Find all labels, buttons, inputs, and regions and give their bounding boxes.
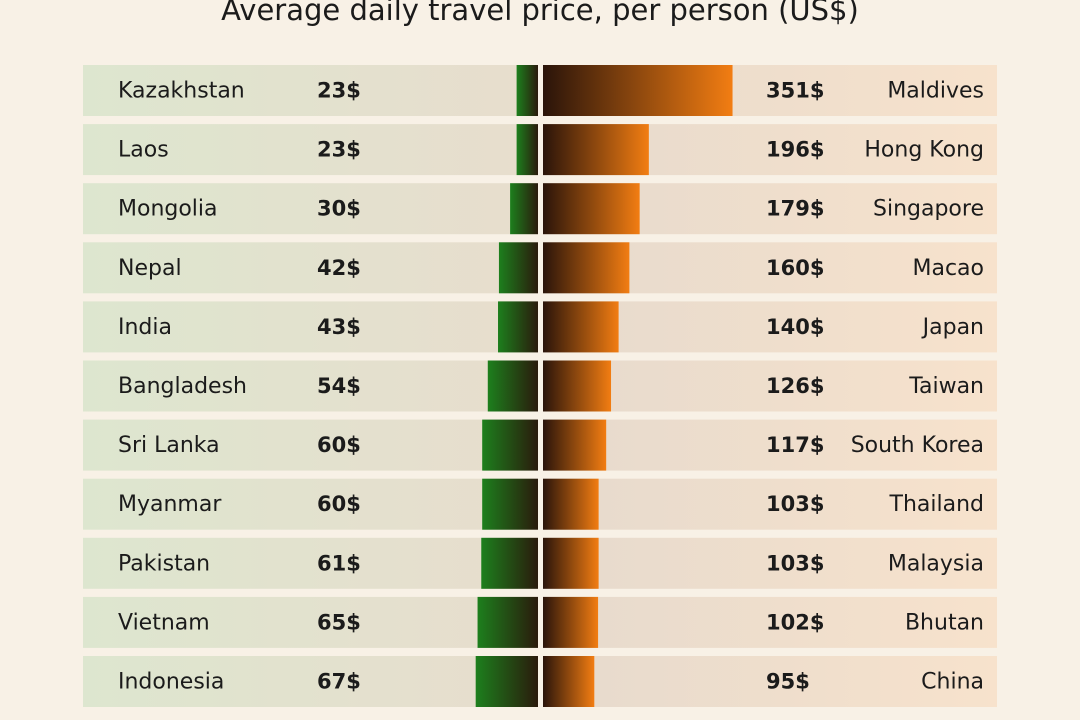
category-label: Mongolia [118,197,218,222]
category-label: Nepal [118,256,182,281]
bar [477,596,538,648]
bar [482,419,538,471]
value-label: 42$ [317,256,361,280]
row-background [543,419,997,471]
bar [510,183,538,235]
category-label: Macao [913,256,985,281]
category-label: Kazakhstan [118,79,245,104]
row-background [543,360,997,412]
category-label: India [118,315,172,340]
category-label: China [921,670,984,695]
value-label: 23$ [317,79,361,103]
row-background [83,596,538,648]
value-label: 54$ [317,374,361,398]
bar [543,537,599,589]
chart-title: Average daily travel price, per person (… [221,0,859,27]
value-label: 60$ [317,492,361,516]
bar [487,360,538,412]
bar [481,537,538,589]
bar [543,478,599,530]
bar [543,242,630,294]
row-background [83,537,538,589]
category-label: Sri Lanka [118,433,220,458]
value-label: 43$ [317,315,361,339]
bar [543,656,595,707]
category-label: Myanmar [118,492,222,517]
row-background [83,124,538,176]
row-background [83,360,538,412]
value-label: 351$ [766,79,824,103]
value-label: 103$ [766,551,824,575]
category-label: Indonesia [118,670,224,695]
value-label: 30$ [317,197,361,221]
value-label: 126$ [766,374,824,398]
row-background [543,656,997,707]
value-label: 102$ [766,610,824,634]
row-background [83,656,538,707]
bar [543,183,640,235]
bar [475,656,538,707]
value-label: 60$ [317,433,361,457]
category-label: Bhutan [905,610,984,635]
value-label: 61$ [317,551,361,575]
bar [543,596,599,648]
category-label: Pakistan [118,551,210,576]
category-label: Malaysia [888,551,984,576]
bar [516,124,538,176]
row-background [543,478,997,530]
bar [516,65,538,116]
row-background [83,65,538,116]
bar [543,301,619,353]
category-label: South Korea [851,433,984,458]
row-background [543,301,997,353]
category-label: Laos [118,138,169,163]
bar [543,124,649,176]
category-label: Japan [921,315,984,340]
category-label: Thailand [889,492,984,517]
bar [498,242,538,294]
value-label: 65$ [317,610,361,634]
value-label: 160$ [766,256,824,280]
category-label: Bangladesh [118,374,247,399]
value-label: 179$ [766,197,824,221]
row-background [83,242,538,294]
bar [543,360,612,412]
category-label: Singapore [873,197,984,222]
row-background [83,183,538,235]
row-background [83,301,538,353]
row-background [543,537,997,589]
category-label: Hong Kong [864,138,984,163]
bar [482,478,538,530]
value-label: 196$ [766,138,824,162]
value-label: 117$ [766,433,824,457]
value-label: 95$ [766,670,810,694]
row-background [83,478,538,530]
bar [498,301,538,353]
category-label: Vietnam [118,610,210,635]
bar [543,65,733,116]
category-label: Maldives [887,79,984,104]
bar [543,419,607,471]
row-background [543,596,997,648]
value-label: 140$ [766,315,824,339]
category-label: Taiwan [908,374,984,399]
value-label: 103$ [766,492,824,516]
row-background [83,419,538,471]
value-label: 67$ [317,670,361,694]
value-label: 23$ [317,138,361,162]
